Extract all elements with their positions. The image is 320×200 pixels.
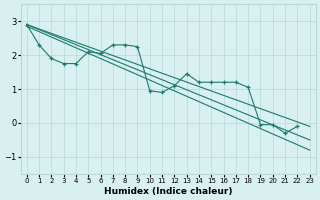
X-axis label: Humidex (Indice chaleur): Humidex (Indice chaleur) [104,187,232,196]
